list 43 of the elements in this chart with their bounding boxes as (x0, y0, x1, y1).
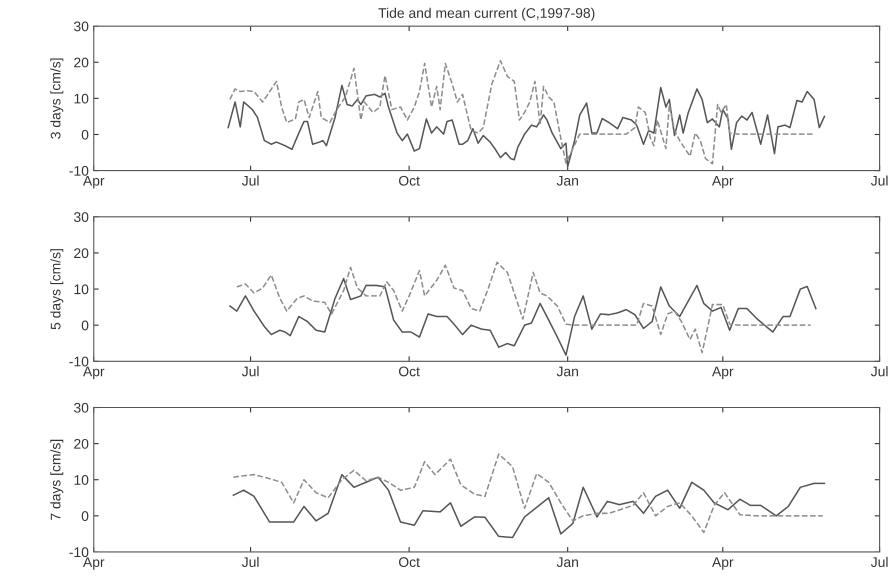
y-tick-label: 30 (74, 21, 88, 32)
y-tick-label: 10 (74, 94, 88, 104)
y-tick-label: 10 (74, 475, 88, 485)
y-axis-title: 3 days [cm/s] (50, 58, 64, 139)
line-series (227, 84, 826, 168)
x-tick-label: Apr (82, 176, 104, 188)
x-tick-label: Jul (870, 556, 888, 568)
y-axis-title: 5 days [cm/s] (50, 249, 64, 330)
line-series (229, 278, 817, 356)
x-tick-label: Apr (712, 366, 734, 380)
y-tick-label: -10 (69, 356, 88, 366)
y-tick-label: 30 (74, 402, 88, 413)
x-tick-label: Jul (242, 366, 259, 376)
y-tick-label: 0 (82, 320, 88, 330)
y-axis-title: 7 days [cm/s] (50, 440, 64, 520)
x-tick-label: Jul (870, 175, 888, 186)
x-tick-label: Apr (82, 366, 104, 380)
x-tick-label: Jan (556, 366, 578, 376)
x-tick-label: Oct (398, 176, 420, 186)
y-tick-label: 30 (74, 212, 88, 222)
line-series (236, 262, 812, 354)
x-tick-label: Jul (242, 175, 259, 186)
y-tick-label: 0 (82, 130, 88, 140)
line-series (229, 60, 815, 164)
y-tick-label: -10 (69, 547, 88, 558)
chart-title: Tide and mean current (C,1997-98) (378, 8, 594, 21)
x-tick-label: Apr (712, 557, 734, 570)
x-tick-label: Apr (712, 176, 734, 188)
x-tick-label: Jul (870, 366, 888, 376)
x-tick-label: Jan (556, 176, 578, 186)
x-tick-label: Apr (82, 557, 104, 570)
x-tick-label: Jan (556, 557, 578, 568)
x-tick-label: Jul (242, 556, 259, 568)
line-series (232, 474, 826, 538)
y-tick-label: 20 (74, 438, 88, 449)
x-tick-label: Oct (398, 366, 420, 376)
y-tick-label: 10 (74, 284, 88, 294)
line-series (232, 453, 824, 534)
y-tick-label: -10 (69, 166, 88, 176)
y-tick-label: 0 (82, 511, 88, 522)
y-tick-label: 20 (74, 248, 88, 258)
y-tick-label: 20 (74, 58, 88, 68)
x-tick-label: Oct (398, 557, 420, 568)
